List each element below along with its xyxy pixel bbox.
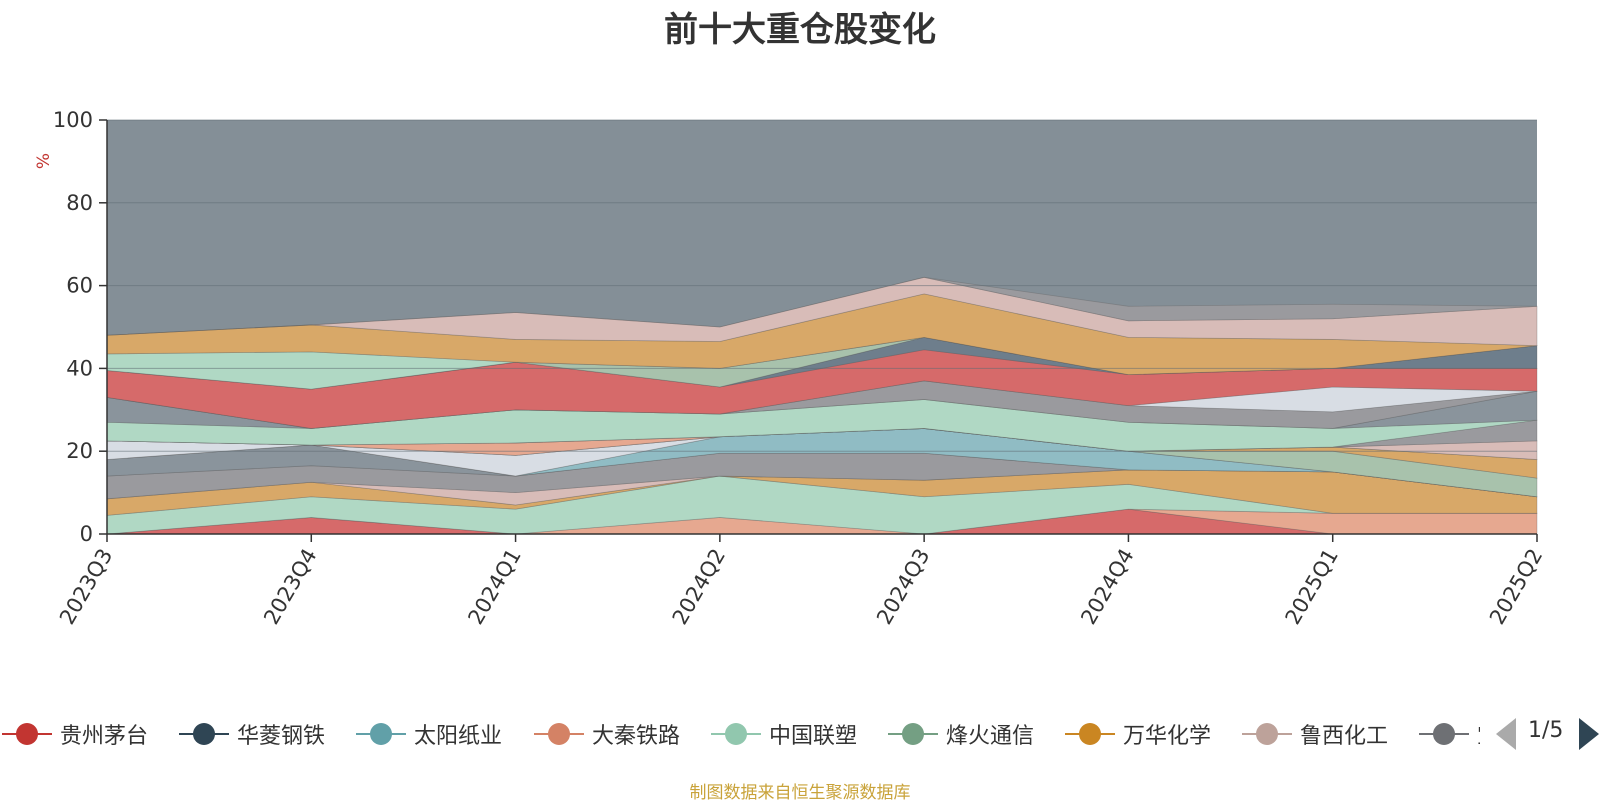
legend-item[interactable]: 贵州茅台 (0, 712, 148, 756)
x-tick-label: 2024Q2 (668, 545, 730, 629)
area-band (106, 399, 1538, 452)
x-tick-label: 2024Q4 (1076, 545, 1138, 629)
x-tick-label: 2025Q1 (1281, 545, 1343, 629)
triangle-right-icon[interactable] (1579, 718, 1599, 750)
area-band (106, 336, 1538, 390)
area-band (106, 390, 1538, 429)
x-tick-label: 2023Q4 (259, 545, 321, 629)
legend-swatch-icon (1240, 719, 1294, 749)
legend-item[interactable]: 万华化学 (1063, 712, 1211, 756)
legend-item[interactable]: 烽火通信 (886, 712, 1034, 756)
y-tick-label: 100 (53, 108, 93, 132)
x-tick-label: 2023Q3 (55, 545, 117, 629)
y-tick-label: 0 (80, 522, 93, 546)
legend-items: 贵州茅台 华菱钢铁 太阳纸业 大秦铁路 中国联塑 烽火通信 万华化学 鲁西化工 宝 (0, 712, 1480, 756)
y-tick-label: 20 (66, 439, 93, 463)
legend-label: 宝 (1477, 718, 1480, 750)
legend-swatch-icon (1063, 719, 1117, 749)
legend: 贵州茅台 华菱钢铁 太阳纸业 大秦铁路 中国联塑 烽火通信 万华化学 鲁西化工 宝 1/5 (0, 712, 1600, 756)
legend-swatch-icon (0, 719, 54, 749)
legend-swatch-icon (1417, 719, 1471, 749)
area-band (106, 276, 1538, 347)
x-tick-label: 2025Q2 (1485, 545, 1547, 629)
legend-label: 太阳纸业 (414, 724, 503, 749)
legend-swatch-icon (886, 719, 940, 749)
x-tick-label: 2024Q3 (872, 545, 934, 629)
legend-label: 万华化学 (1123, 724, 1212, 749)
x-tick-label: 2024Q1 (463, 545, 525, 629)
legend-swatch-icon (532, 719, 586, 749)
y-tick-label: 40 (66, 356, 93, 380)
legend-item[interactable]: 太阳纸业 (354, 712, 502, 756)
legend-page-indicator: 1/5 (1528, 718, 1564, 743)
stacked-area-chart: 0 20 40 60 80 100 2023Q3 2023Q4 2024Q1 2024Q2 2024… (34, 108, 1547, 629)
legend-item[interactable]: 华菱钢铁 (177, 712, 325, 756)
legend-swatch-icon (354, 719, 408, 749)
legend-label: 中国联塑 (769, 724, 858, 749)
y-tick-label: 80 (66, 191, 93, 215)
legend-label: 烽火通信 (946, 724, 1035, 749)
y-tick-label: 60 (66, 274, 93, 298)
legend-item[interactable]: 大秦铁路 (532, 712, 680, 756)
y-axis-label: % (34, 153, 54, 169)
legend-label: 大秦铁路 (592, 724, 681, 749)
legend-label: 华菱钢铁 (237, 724, 326, 749)
area-band (106, 349, 1538, 429)
legend-item[interactable]: 宝 (1417, 712, 1480, 756)
chart-title: 前十大重仓股变化 (664, 10, 936, 50)
legend-item[interactable]: 鲁西化工 (1240, 712, 1388, 756)
source-note: 制图数据来自恒生聚源数据库 (689, 783, 911, 803)
legend-swatch-icon (177, 719, 231, 749)
area-band (106, 276, 1538, 336)
legend-swatch-icon (709, 719, 763, 749)
legend-label: 贵州茅台 (60, 724, 149, 749)
legend-item[interactable]: 中国联塑 (709, 712, 857, 756)
triangle-left-icon[interactable] (1496, 718, 1516, 750)
legend-label: 鲁西化工 (1300, 724, 1389, 749)
